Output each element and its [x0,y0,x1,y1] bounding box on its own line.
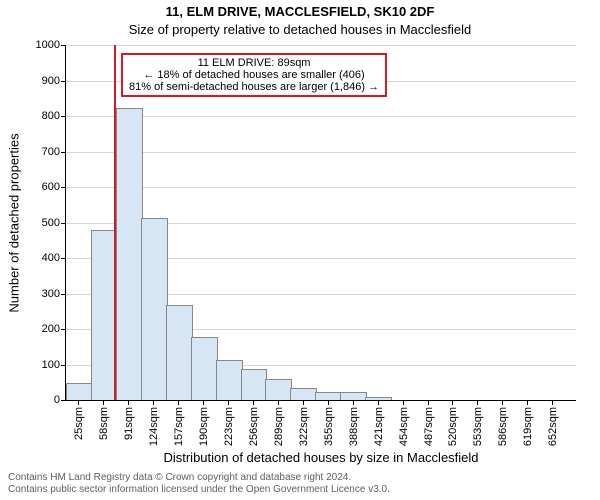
xtick-mark [428,400,429,405]
xtick-label: 58sqm [96,407,110,440]
ytick-label: 400 [42,252,66,264]
xtick-label: 586sqm [495,407,509,446]
xtick-mark [303,400,304,405]
ytick-label: 500 [42,217,66,229]
ytick-label: 200 [42,323,66,335]
histogram-bar [290,388,317,400]
xtick-label: 553sqm [470,407,484,446]
histogram-bar [116,108,143,400]
histogram-bar [66,383,93,400]
xtick-mark [278,400,279,405]
xtick-mark [477,400,478,405]
xtick-label: 487sqm [421,407,435,446]
xtick-label: 619sqm [520,407,534,446]
xtick-mark [153,400,154,405]
histogram-bar [216,360,243,400]
histogram-bar [315,392,342,400]
histogram-chart: Number of detached properties Distributi… [65,45,576,401]
xtick-label: 421sqm [371,407,385,446]
info-box-line: 81% of semi-detached houses are larger (… [129,81,379,93]
xtick-label: 388sqm [346,407,360,446]
y-axis-label: Number of detached properties [7,133,22,312]
footer-attribution: Contains HM Land Registry data © Crown c… [8,472,390,496]
xtick-label: 190sqm [196,407,210,446]
ytick-label: 600 [42,181,66,193]
ytick-label: 800 [42,110,66,122]
histogram-bar [141,218,168,400]
xtick-label: 124sqm [146,407,160,446]
xtick-label: 256sqm [246,407,260,446]
xtick-label: 652sqm [545,407,559,446]
histogram-bar [241,369,268,400]
xtick-mark [103,400,104,405]
ytick-label: 1000 [36,39,66,51]
xtick-mark [253,400,254,405]
xtick-label: 157sqm [171,407,185,446]
histogram-bar [340,392,367,400]
xtick-mark [403,400,404,405]
xtick-mark [378,400,379,405]
xtick-mark [78,400,79,405]
xtick-mark [228,400,229,405]
xtick-label: 322sqm [296,407,310,446]
histogram-bar [191,337,218,400]
xtick-mark [552,400,553,405]
info-box: 11 ELM DRIVE: 89sqm← 18% of detached hou… [121,53,387,97]
info-box-line: ← 18% of detached houses are smaller (40… [129,69,379,81]
xtick-mark [353,400,354,405]
ytick-label: 100 [42,359,66,371]
xtick-mark [178,400,179,405]
gridline [66,45,576,46]
ytick-label: 0 [54,394,66,406]
ytick-label: 900 [42,75,66,87]
xtick-label: 289sqm [271,407,285,446]
histogram-bar [265,379,292,400]
xtick-label: 223sqm [221,407,235,446]
ytick-label: 700 [42,146,66,158]
xtick-mark [203,400,204,405]
footer-line-1: Contains HM Land Registry data © Crown c… [8,472,390,484]
page-title-2: Size of property relative to detached ho… [0,22,600,37]
page-title-1: 11, ELM DRIVE, MACCLESFIELD, SK10 2DF [0,4,600,19]
xtick-label: 91sqm [121,407,135,440]
x-axis-label: Distribution of detached houses by size … [66,450,576,465]
xtick-label: 355sqm [321,407,335,446]
xtick-mark [128,400,129,405]
info-box-line: 11 ELM DRIVE: 89sqm [129,57,379,69]
xtick-label: 454sqm [396,407,410,446]
xtick-mark [527,400,528,405]
xtick-mark [502,400,503,405]
xtick-mark [328,400,329,405]
property-marker-line [114,45,116,400]
xtick-label: 25sqm [71,407,85,440]
footer-line-2: Contains public sector information licen… [8,484,390,496]
ytick-label: 300 [42,288,66,300]
histogram-bar [166,305,193,400]
xtick-label: 520sqm [445,407,459,446]
xtick-mark [452,400,453,405]
